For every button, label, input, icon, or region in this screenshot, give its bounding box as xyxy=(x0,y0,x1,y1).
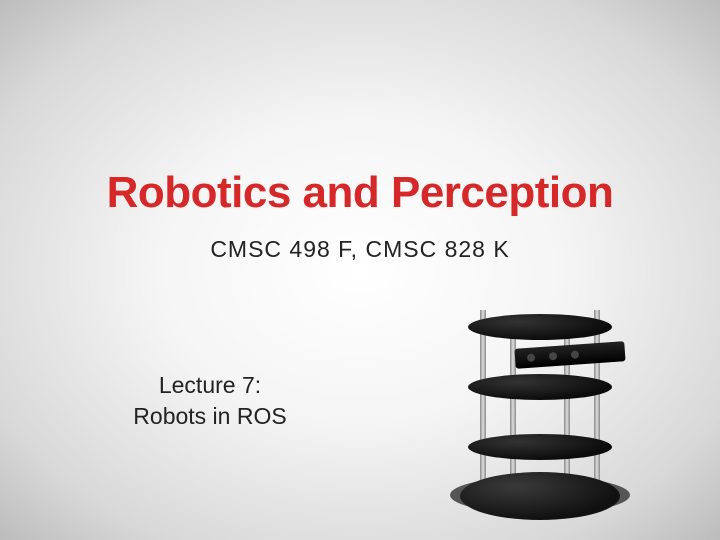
slide-title: Robotics and Perception xyxy=(0,168,720,218)
lecture-line1: Lecture 7: xyxy=(100,370,320,401)
robot-shelf xyxy=(468,314,612,340)
robot-pillar xyxy=(480,310,486,490)
robot-shelf xyxy=(468,374,612,400)
robot-illustration xyxy=(450,290,630,520)
slide-subtitle: CMSC 498 F, CMSC 828 K xyxy=(0,236,720,263)
slide: Robotics and Perception CMSC 498 F, CMSC… xyxy=(0,0,720,540)
lecture-line2: Robots in ROS xyxy=(100,401,320,432)
robot-pillar xyxy=(594,310,600,490)
lecture-info: Lecture 7: Robots in ROS xyxy=(100,370,320,432)
robot-pillar xyxy=(564,315,570,490)
robot-pillar xyxy=(510,315,516,490)
robot-shelf xyxy=(468,434,612,460)
robot-base xyxy=(460,472,620,520)
kinect-sensor-icon xyxy=(514,341,625,369)
